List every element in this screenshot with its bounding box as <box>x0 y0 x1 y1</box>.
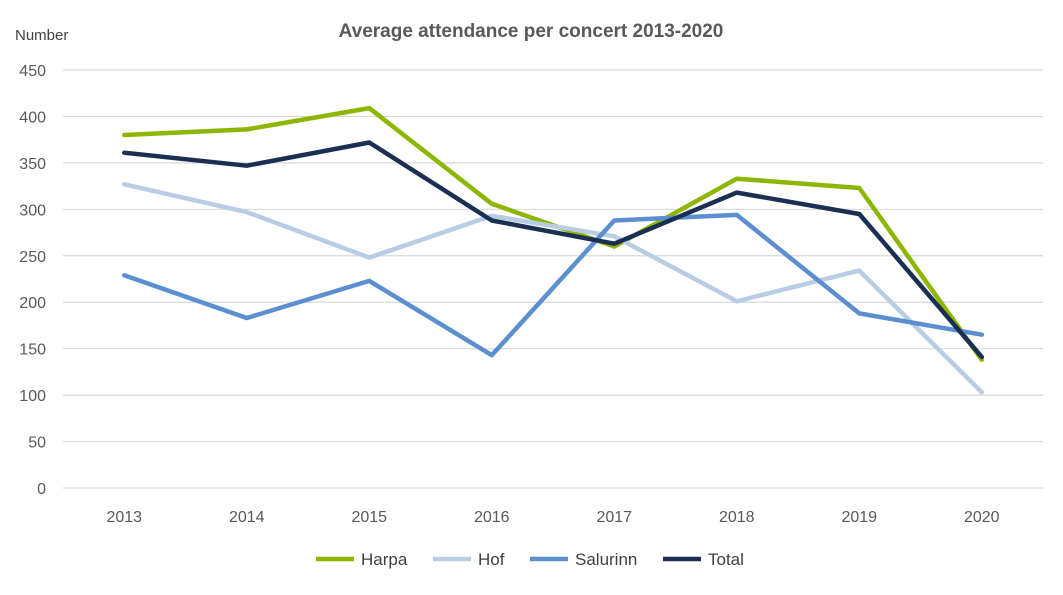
x-tick-label: 2013 <box>106 509 142 526</box>
y-tick-label: 300 <box>19 202 46 219</box>
y-tick-label: 50 <box>28 435 46 452</box>
y-tick-label: 200 <box>19 295 46 312</box>
x-axis-ticks: 2013 2014 2015 2016 2017 2018 2019 2020 <box>106 509 999 526</box>
legend-label-salurinn: Salurinn <box>575 550 637 569</box>
y-tick-label: 0 <box>37 481 46 498</box>
x-tick-label: 2015 <box>351 509 387 526</box>
y-axis-ticks: 0 50 100 150 200 250 300 350 400 450 <box>19 63 46 498</box>
series-line-hof <box>122 182 985 395</box>
legend-label-hof: Hof <box>478 550 505 569</box>
legend-label-total: Total <box>708 550 744 569</box>
y-tick-label: 150 <box>19 342 46 359</box>
series-line-salurinn <box>122 212 985 358</box>
x-tick-label: 2018 <box>719 509 755 526</box>
y-tick-label: 400 <box>19 109 46 126</box>
y-axis-label: Number <box>15 27 68 44</box>
y-tick-label: 350 <box>19 156 46 173</box>
x-tick-label: 2014 <box>229 509 265 526</box>
legend-label-harpa: Harpa <box>361 550 408 569</box>
chart-title: Average attendance per concert 2013-2020 <box>339 21 724 42</box>
legend: Harpa Hof Salurinn Total <box>316 550 744 569</box>
y-tick-label: 250 <box>19 249 46 266</box>
y-tick-label: 100 <box>19 388 46 405</box>
series-lines <box>122 105 985 395</box>
x-tick-label: 2016 <box>474 509 510 526</box>
y-tick-label: 450 <box>19 63 46 80</box>
x-tick-label: 2020 <box>964 509 1000 526</box>
x-tick-label: 2019 <box>841 509 877 526</box>
series-line-total <box>122 140 985 360</box>
x-tick-label: 2017 <box>596 509 632 526</box>
